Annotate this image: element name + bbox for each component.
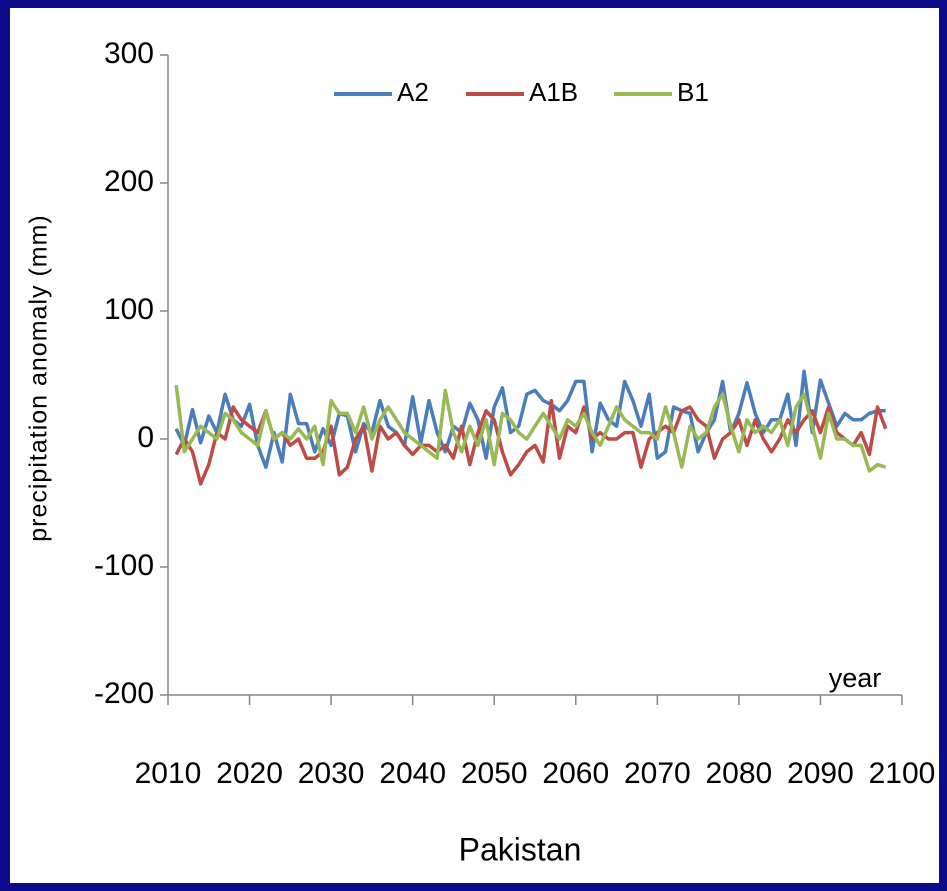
x-tick-label: 2010 bbox=[135, 757, 202, 790]
x-tick-label: 2020 bbox=[216, 757, 283, 790]
x-tick-label: 2060 bbox=[542, 757, 609, 790]
slide: precipitation anomaly (mm) Pakistan year… bbox=[10, 8, 939, 883]
data-line bbox=[174, 398, 888, 486]
x-tick-label: 2100 bbox=[869, 757, 936, 790]
x-tick-label: 2090 bbox=[787, 757, 854, 790]
annotation: year bbox=[829, 663, 882, 693]
data-line bbox=[174, 369, 886, 469]
y-axis-label: precipitation anomaly (mm) bbox=[25, 214, 53, 542]
x-tick-label: 2070 bbox=[624, 757, 691, 790]
y-tick-label: -200 bbox=[94, 677, 154, 710]
x-axis-label: Pakistan bbox=[459, 831, 582, 867]
x-tick-label: 2030 bbox=[298, 757, 365, 790]
y-tick-label: 100 bbox=[104, 293, 154, 326]
x-tick-label: 2040 bbox=[379, 757, 446, 790]
x-tick-label: 2080 bbox=[706, 757, 773, 790]
data-line bbox=[174, 384, 887, 473]
y-tick-label: 300 bbox=[104, 37, 154, 70]
legend-label: A1B bbox=[529, 77, 578, 107]
chart: precipitation anomaly (mm) Pakistan year… bbox=[25, 37, 936, 868]
x-tick-label: 2050 bbox=[461, 757, 528, 790]
legend-label: B1 bbox=[677, 77, 709, 107]
y-tick-label: 200 bbox=[104, 165, 154, 198]
y-tick-label: -100 bbox=[94, 549, 154, 582]
legend-label: A2 bbox=[397, 77, 429, 107]
y-tick-label: 0 bbox=[137, 421, 154, 454]
